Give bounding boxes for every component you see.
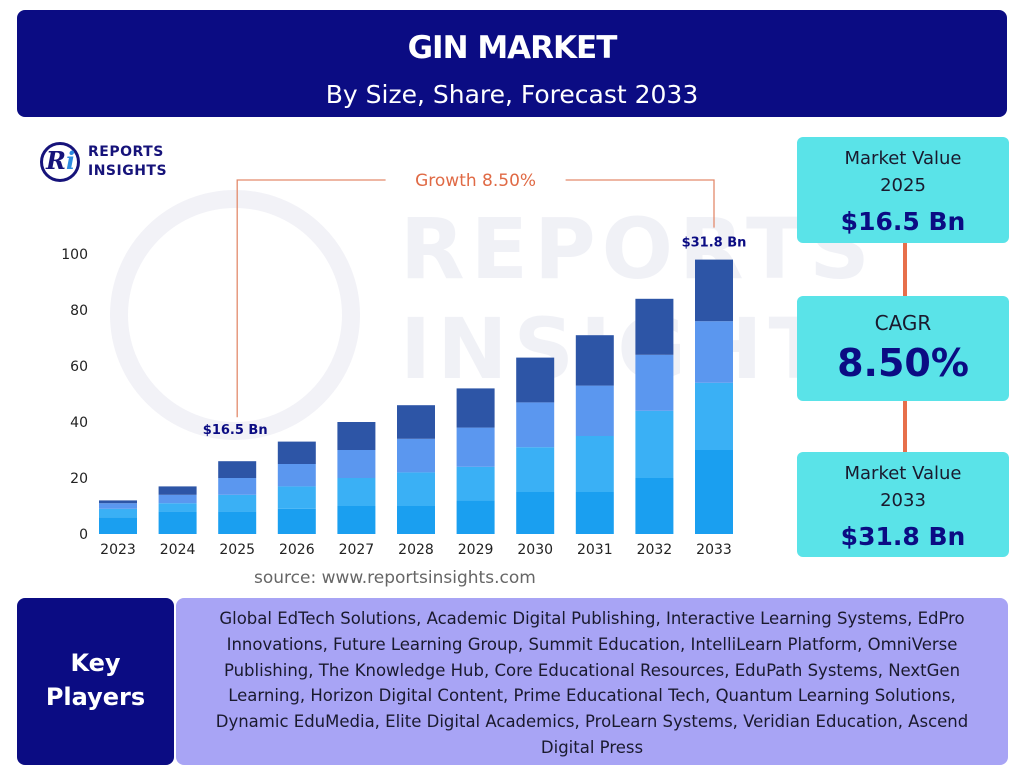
y-tick-label: 20 [70,471,88,487]
bar-segment-2031-3 [575,385,614,436]
bar-segment-2025-4 [218,461,257,478]
bar-segment-2024-3 [158,494,197,504]
bar-segment-2027-4 [337,422,376,450]
bar-segment-2030-1 [516,492,555,534]
source-note: source: www.reportsinsights.com [254,568,536,588]
cagr-label: CAGR [874,311,932,335]
card-2025-label-line2: 2025 [880,175,926,196]
bar-segment-2024-1 [158,511,197,534]
logo-word-2: INSIGHTS [88,163,168,179]
key-players-list: Global EdTech Solutions, Academic Digita… [176,598,1008,765]
bar-segment-2028-2 [397,472,435,506]
cagr-value: 8.50% [837,341,969,385]
card-connector-bottom [903,401,907,452]
bar-segment-2033-1 [695,450,733,534]
growth-line-left [236,179,386,418]
bar-segment-2029-3 [456,427,495,467]
y-tick-label: 80 [70,303,88,319]
card-2033-label-line1: Market Value [844,463,962,484]
bar-segment-2030-2 [516,447,555,492]
key-players-label-line1: Key [70,649,121,677]
bar-segment-2026-4 [277,441,316,464]
bar-segment-2023-3 [99,503,137,509]
end-value-label: $31.8 Bn [682,236,747,251]
x-tick-label: 2031 [577,542,613,558]
bar-segment-2029-2 [456,466,495,501]
bar-segment-2024-4 [158,486,197,495]
bar-segment-2024-2 [158,503,197,512]
bar-segment-2029-1 [456,500,495,534]
reports-insights-logo: Ri REPORTS INSIGHTS [40,140,180,186]
x-tick-label: 2024 [160,542,196,558]
market-value-2033-card: Market Value 2033 $31.8 Bn [797,452,1009,557]
y-tick-label: 100 [61,247,88,263]
bar-segment-2027-2 [337,478,376,506]
page-subtitle: By Size, Share, Forecast 2033 [325,80,699,109]
x-tick-label: 2025 [219,542,255,558]
card-2033-value: $31.8 Bn [840,522,966,551]
bar-segment-2030-3 [516,402,555,448]
card-2025-value: $16.5 Bn [840,207,966,236]
card-2025-label: Market Value 2025 [797,137,1009,199]
bar-segment-2023-4 [99,500,137,504]
growth-annotation-label: Growth 8.50% [415,171,536,191]
bar-segment-2025-3 [218,478,257,495]
bar-segment-2032-3 [635,354,674,411]
card-2033-label-line2: 2033 [880,490,926,511]
logo-word-1: REPORTS [88,144,164,160]
x-tick-label: 2033 [696,542,732,558]
bar-segment-2025-2 [218,494,257,512]
bar-segment-2033-2 [695,382,733,450]
bar-segment-2025-1 [218,511,257,534]
bar-segment-2023-2 [99,508,137,518]
y-tick-label: 0 [79,527,88,543]
start-value-label: $16.5 Bn [203,423,268,438]
x-tick-label: 2030 [517,542,553,558]
bar-segment-2030-4 [516,357,555,403]
x-tick-label: 2023 [100,542,136,558]
x-tick-label: 2026 [279,542,315,558]
growth-line-right [565,179,715,228]
bar-segment-2031-1 [575,492,614,534]
bar-segment-2032-4 [635,298,674,355]
card-2025-label-line1: Market Value [844,148,962,169]
bar-segment-2032-2 [635,410,674,478]
bar-segment-2032-1 [635,478,674,534]
bar-segment-2023-1 [99,517,137,534]
bar-segment-2026-3 [277,464,316,487]
page-title: GIN MARKET [407,30,618,66]
x-tick-label: 2027 [339,542,375,558]
market-value-2025-card: Market Value 2025 $16.5 Bn [797,137,1009,243]
key-players-label-line2: Players [45,683,146,711]
card-connector-top [903,243,907,296]
bar-segment-2027-3 [337,450,376,478]
logo-monogram: Ri [46,146,76,175]
bar-segment-2027-1 [337,506,376,534]
bar-segment-2029-4 [456,388,495,428]
bar-segment-2028-1 [397,506,435,534]
bar-segment-2031-4 [575,335,614,386]
bar-segment-2033-3 [695,321,733,383]
x-tick-label: 2032 [637,542,673,558]
bar-segment-2028-3 [397,438,435,473]
bar-segment-2031-2 [575,436,614,492]
bar-segment-2028-4 [397,405,435,439]
bar-segment-2026-1 [277,508,316,534]
cagr-card: CAGR 8.50% [797,296,1009,401]
y-tick-label: 40 [70,415,88,431]
bar-segment-2026-2 [277,486,316,509]
x-tick-label: 2028 [398,542,434,558]
market-bar-chart: 0 20 40 60 80 100 2023 2024 2025 2026 2027 2028 2029… [61,171,747,558]
logo-ring-icon [40,142,80,182]
key-players-label: Key Players [17,598,174,765]
card-2033-label: Market Value 2033 [797,452,1009,514]
x-tick-label: 2029 [458,542,494,558]
bar-segment-2033-4 [695,259,733,322]
y-tick-label: 60 [70,359,88,375]
title-banner: GIN MARKET By Size, Share, Forecast 2033 [17,10,1007,117]
